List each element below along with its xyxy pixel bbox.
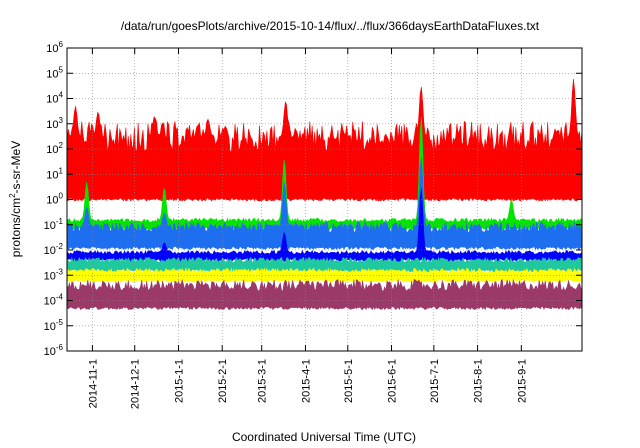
y-axis-label-rest: -s-sr-MeV: [9, 141, 23, 194]
y-tick-label: 105: [46, 65, 63, 80]
chart-title: /data/run/goesPlots/archive/2015-10-14/f…: [121, 19, 540, 33]
x-axis-label: Coordinated Universal Time (UTC): [232, 430, 416, 444]
y-tick-label-exp: -6: [56, 343, 64, 352]
x-axis: 2014-11-1 2014-12-1 2015-1-1 2015-2-1 2015-3…: [87, 48, 528, 409]
y-tick-label-exp: 5: [59, 65, 64, 74]
y-tick-label: 100: [46, 192, 63, 207]
y-tick-label-base: 10: [44, 245, 56, 257]
x-tick-label: 2015-8-1: [473, 359, 485, 403]
y-tick-label: 10-2: [44, 242, 64, 257]
x-tick-label: 2015-3-1: [257, 359, 269, 403]
y-tick-label: 10-3: [44, 267, 64, 282]
series-band-1: [66, 78, 583, 202]
y-tick-label-exp: 3: [59, 116, 64, 125]
y-tick-label: 102: [46, 141, 63, 156]
y-tick-label-exp: 0: [59, 192, 64, 201]
x-tick-label: 2015-2-1: [217, 359, 229, 403]
y-tick-label-exp: -2: [56, 242, 64, 251]
y-axis-label: protons/cm2-s-sr-MeV: [8, 141, 23, 257]
x-tick-label: 2014-11-1: [87, 359, 99, 408]
y-tick-label-base: 10: [44, 220, 56, 232]
y-tick-label: 106: [46, 40, 63, 55]
x-tick-label: 2015-9-1: [516, 359, 528, 403]
y-tick-label: 10-5: [44, 318, 64, 333]
y-tick-label-exp: 2: [59, 141, 64, 150]
y-tick-label-base: 10: [46, 68, 58, 80]
y-tick-label-base: 10: [46, 94, 58, 106]
y-tick-label-exp: -1: [56, 217, 64, 226]
x-tick-label: 2015-4-1: [301, 359, 313, 403]
y-axis-label-sup: 2: [8, 193, 17, 198]
y-tick-label: 10-1: [44, 217, 64, 232]
y-axis-label-base: protons/cm: [9, 198, 23, 257]
series-layer: [66, 78, 583, 311]
y-tick-label-base: 10: [46, 195, 58, 207]
y-tick-label: 103: [46, 116, 63, 131]
y-tick-label-base: 10: [44, 270, 56, 282]
y-tick-label-base: 10: [46, 144, 58, 156]
y-axis: 10-610-510-410-310-210-11001011021031041…: [44, 40, 582, 358]
y-tick-label: 104: [46, 91, 63, 106]
x-tick-label: 2014-12-1: [130, 359, 142, 409]
y-tick-label-exp: 4: [59, 91, 64, 100]
y-tick-label-base: 10: [46, 43, 58, 55]
grid-layer: [67, 48, 582, 351]
y-tick-label-exp: -3: [56, 267, 64, 276]
series-band-7: [66, 278, 583, 311]
y-tick-label-base: 10: [44, 296, 56, 308]
y-tick-label-exp: -5: [56, 318, 64, 327]
y-tick-label-exp: 6: [59, 40, 64, 49]
y-tick-label-base: 10: [46, 169, 58, 181]
y-tick-label-base: 10: [46, 119, 58, 131]
y-tick-label: 101: [46, 166, 63, 181]
y-tick-label: 10-4: [44, 293, 64, 308]
x-tick-label: 2015-5-1: [343, 359, 355, 403]
x-tick-label: 2015-7-1: [429, 359, 441, 403]
y-tick-label-base: 10: [44, 346, 56, 358]
y-tick-label-exp: -4: [56, 293, 64, 302]
y-tick-label-base: 10: [44, 321, 56, 333]
y-tick-label: 10-6: [44, 343, 64, 358]
x-tick-label: 2015-1-1: [174, 359, 186, 403]
y-tick-label-exp: 1: [59, 166, 64, 175]
x-tick-label: 2015-6-1: [387, 359, 399, 403]
